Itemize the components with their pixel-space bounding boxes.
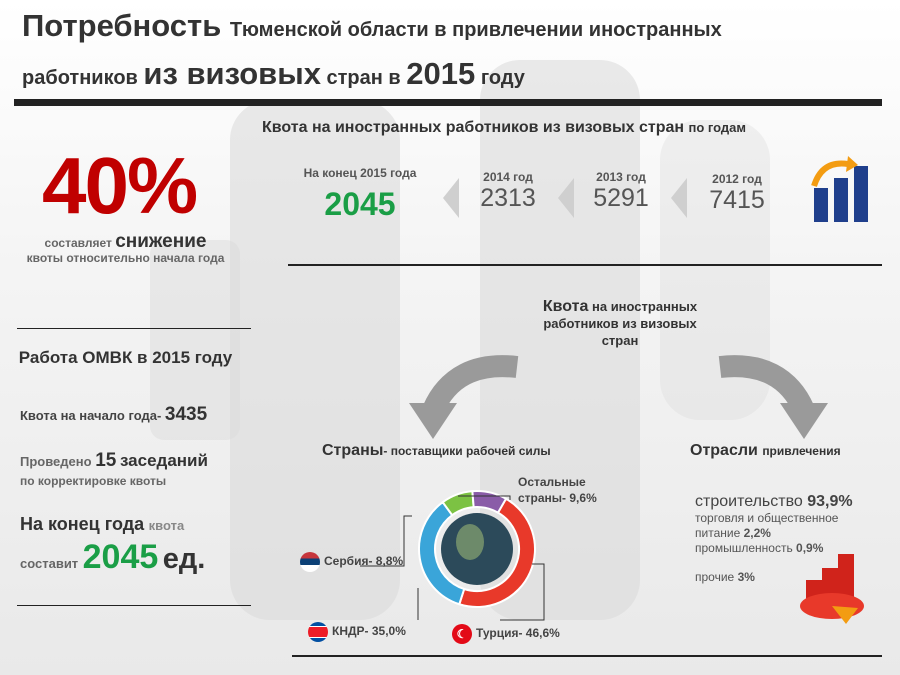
dprk-flag-icon: [308, 622, 328, 642]
countries-head-a: Страны: [322, 442, 384, 459]
country-label: Сербия- 8,8%: [324, 554, 404, 569]
year-2012: 2012 год 7415: [692, 172, 782, 215]
countries-heading: Страны- поставщики рабочей силы: [322, 442, 551, 460]
omvk-title: Работа ОМВК в 2015 году: [18, 348, 233, 367]
chevron-left-icon: [558, 178, 574, 218]
year-2014: 2014 год 2313: [463, 170, 553, 213]
industry-value: 0,9%: [796, 541, 824, 555]
title-big: Потребность: [22, 8, 222, 43]
industry-value: 93,9%: [807, 493, 853, 510]
globe-land: [456, 524, 484, 560]
omvk-held-sub: по корректировке квоты: [20, 474, 167, 488]
omvk-end-line1: На конец года квота: [20, 514, 184, 535]
countries-donut-chart: [418, 490, 536, 608]
country-label-other: Остальные страны- 9,6%: [518, 475, 597, 505]
background-suitcase: [150, 240, 240, 440]
serbia-flag-icon: [300, 552, 320, 572]
quota-title-text: Квота на иностранных работников из визов…: [262, 119, 685, 136]
omvk-held-suffix: заседаний: [119, 451, 208, 470]
industry-name: промышленность: [695, 541, 793, 555]
country-serbia: Сербия- 8,8%: [300, 552, 403, 572]
omvk-end-value: 2045: [82, 538, 159, 576]
industries-list: строительство 93,9% торговля и обществен…: [695, 493, 875, 585]
year-label: 2012 год: [712, 172, 762, 186]
quota-title-suffix: по годам: [688, 120, 747, 135]
turkey-flag-icon: ☾: [452, 624, 472, 644]
industry-name: прочие: [695, 570, 735, 584]
industry-construction: строительство 93,9%: [695, 493, 875, 511]
industry-name: строительство: [695, 493, 803, 510]
country-label: Турция- 46,6%: [476, 626, 560, 641]
omvk-end-unit: ед.: [162, 543, 206, 575]
industry-value: 3%: [737, 570, 755, 584]
omvk-end-line2: составит 2045 ед.: [20, 538, 205, 577]
industries-head-a: Отрасли: [690, 442, 758, 459]
bottom-divider: [292, 655, 882, 657]
page-title-line2: работников из визовых стран в 2015 году: [22, 56, 525, 92]
left-divider: [17, 328, 251, 329]
country-dprk: КНДР- 35,0%: [308, 622, 406, 642]
caption-part: снижение: [115, 231, 207, 252]
omvk-held-value: 15: [95, 450, 117, 471]
title-part: стран в: [326, 67, 401, 89]
omvk-held: Проведено 15 заседаний: [20, 450, 208, 472]
year-2013: 2013 год 5291: [576, 170, 666, 213]
background-figure: [230, 100, 400, 620]
page-title-line1: Потребность Тюменской области в привлече…: [22, 8, 722, 44]
reduction-percent: 40%: [42, 141, 198, 230]
omvk-held-prefix: Проведено: [20, 454, 92, 469]
year-value: 2313: [480, 184, 536, 212]
year-label: 2014 год: [483, 170, 533, 184]
center-quota-a: Квота: [542, 298, 589, 315]
curved-arrow-right-icon: [718, 355, 828, 439]
current-quota-value: 2045: [324, 186, 396, 222]
title-small: Тюменской области в привлечении иностран…: [229, 19, 722, 41]
center-quota-b: на иностранных работников из визовых стр…: [543, 299, 698, 348]
curved-arrow-left-icon: [409, 355, 519, 439]
country-label: КНДР- 35,0%: [332, 624, 406, 639]
left-bottom-divider: [17, 605, 251, 606]
country-turkey: ☾ Турция- 46,6%: [452, 624, 560, 644]
caption-part: квоты относительно начала года: [26, 251, 225, 265]
title-part: году: [480, 67, 525, 89]
chevron-left-icon: [443, 178, 459, 218]
quota-divider: [288, 264, 882, 266]
leader-lines: [360, 495, 545, 621]
background-figure: [480, 60, 640, 620]
year-value: 7415: [709, 186, 765, 214]
omvk-start-label: Квота на начало года-: [20, 408, 162, 423]
industries-heading: Отрасли привлечения: [690, 442, 841, 460]
industry-value: 2,2%: [743, 526, 771, 540]
quota-title: Квота на иностранных работников из визов…: [262, 119, 746, 137]
omvk-end-part: квота: [148, 518, 185, 533]
caption-part: составляет: [44, 236, 112, 250]
countries-head-b: - поставщики рабочей силы: [383, 444, 551, 458]
omvk-start: Квота на начало года- 3435: [20, 404, 207, 426]
title-part: 2015: [406, 56, 476, 91]
current-quota-label: На конец 2015 года: [303, 166, 417, 180]
title-part: из визовых: [143, 56, 321, 91]
year-value: 5291: [593, 184, 649, 212]
current-quota: На конец 2015 года 2045: [290, 166, 430, 223]
chevron-left-icon: [671, 178, 687, 218]
year-label: 2013 год: [596, 170, 646, 184]
industry-trade: торговля и общественное питание 2,2%: [695, 511, 875, 541]
industry-manufacturing: промышленность 0,9%: [695, 541, 875, 556]
omvk-end-part: На конец года: [20, 514, 145, 534]
industries-head-b: привлечения: [762, 444, 841, 458]
header-divider: [14, 99, 882, 106]
industry-other: прочие 3%: [695, 570, 875, 585]
reduction-caption: составляет снижение квоты относительно н…: [18, 231, 233, 266]
title-part: работников: [22, 67, 138, 89]
industry-name: торговля и общественное питание: [695, 511, 839, 540]
bar-chart-icon: [811, 156, 868, 222]
center-quota-label: Квота на иностранных работников из визов…: [525, 298, 715, 349]
pie-bar-chart-icon: [800, 554, 864, 624]
omvk-start-value: 3435: [164, 404, 208, 425]
omvk-end-part: составит: [20, 556, 79, 571]
